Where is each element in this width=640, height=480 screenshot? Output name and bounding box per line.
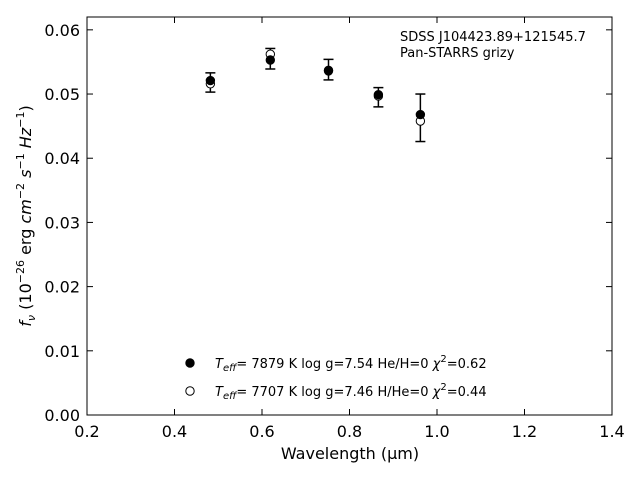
plot-frame <box>86 16 613 416</box>
y-tick-label: 0.05 <box>44 85 80 104</box>
annotation-object-name: SDSS J104423.89+121545.7 <box>400 30 586 45</box>
legend-marker-filled <box>185 358 195 368</box>
y-tick-label: 0.02 <box>44 278 80 297</box>
data-points <box>205 49 426 126</box>
y-tick-label: 0.01 <box>44 342 80 361</box>
y-tick-label: 0.06 <box>44 21 80 40</box>
y-tick-label: 0.00 <box>44 406 80 425</box>
legend-marker-open <box>185 386 195 396</box>
x-tick-label: 1.2 <box>512 422 537 441</box>
x-axis-label: Wavelength (μm) <box>281 444 419 463</box>
error-bars <box>205 47 426 143</box>
x-tick-label: 0.6 <box>249 422 274 441</box>
y-tick-label: 0.04 <box>44 149 80 168</box>
y-tick-label: 0.03 <box>44 213 80 232</box>
annotation-survey: Pan-STARRS grizy <box>400 46 515 61</box>
legend-entry-1: Teff= 7879 K log g=7.54 He/H=0 χ2=0.62 <box>215 354 487 374</box>
legend-entry-2: Teff= 7707 K log g=7.46 H/He=0 χ2=0.44 <box>215 382 487 402</box>
model-point-filled <box>205 75 216 86</box>
x-tick-label: 0.8 <box>337 422 362 441</box>
model-point-filled <box>265 55 276 65</box>
y-axis-label: fν (10−26 erg cm−2 s−1 Hz−1) <box>14 105 38 326</box>
legend: Teff= 7879 K log g=7.54 He/H=0 χ2=0.62 T… <box>185 354 487 402</box>
axis-ticks: 0.2 0.4 0.6 0.8 1.0 1.2 1.4 0.00 0.01 0.02 0.03 0.0… <box>44 17 625 441</box>
model-point-filled <box>323 65 334 75</box>
model-point-filled <box>373 89 384 100</box>
x-tick-label: 1.4 <box>599 422 624 441</box>
x-tick-label: 0.4 <box>162 422 187 441</box>
x-tick-label: 1.0 <box>424 422 449 441</box>
model-point-filled <box>415 109 426 120</box>
x-tick-label: 0.2 <box>74 422 99 441</box>
